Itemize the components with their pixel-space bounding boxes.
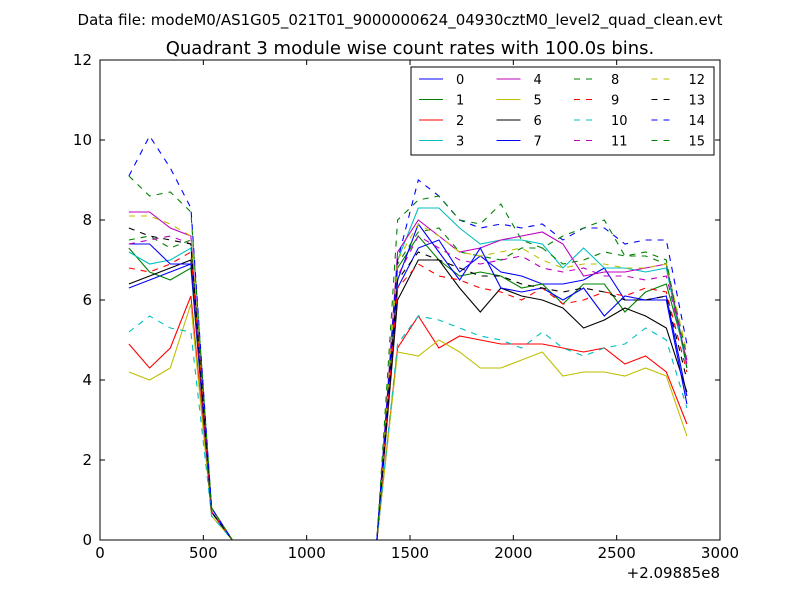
- series-line-15: [128, 175, 688, 541]
- legend-label-3: 3: [456, 135, 464, 150]
- suptitle: Data file: modeM0/AS1G05_021T01_90000006…: [78, 11, 723, 30]
- legend-label-11: 11: [611, 135, 628, 150]
- legend-label-0: 0: [456, 73, 464, 88]
- y-tick-label: 0: [82, 531, 92, 549]
- x-tick-label: 3000: [701, 544, 739, 562]
- legend-label-2: 2: [456, 114, 464, 129]
- legend-label-9: 9: [611, 94, 619, 109]
- legend-label-15: 15: [689, 135, 706, 150]
- legend-label-10: 10: [611, 114, 628, 129]
- legend-label-14: 14: [689, 114, 706, 129]
- x-tick-label: 2500: [598, 544, 636, 562]
- series-line-13: [128, 227, 688, 541]
- series-line-5: [128, 303, 688, 541]
- legend-label-12: 12: [689, 73, 706, 88]
- series-line-9: [128, 251, 688, 541]
- x-tick-label: 500: [189, 544, 218, 562]
- legend-label-5: 5: [534, 94, 542, 109]
- y-tick-label: 2: [82, 451, 92, 469]
- y-tick-label: 4: [82, 371, 92, 389]
- y-tick-label: 8: [82, 211, 92, 229]
- x-axis-offset-label: +2.09885e8: [627, 564, 720, 582]
- legend-label-6: 6: [534, 114, 542, 129]
- y-tick-label: 6: [82, 291, 92, 309]
- chart-title: Quadrant 3 module wise count rates with …: [166, 38, 655, 59]
- legend-label-4: 4: [534, 73, 542, 88]
- series-line-12: [128, 215, 688, 541]
- x-axis: 0 500 1000 1500 2000 2500 3000: [95, 60, 739, 562]
- y-tick-label: 12: [73, 51, 92, 69]
- legend-label-13: 13: [689, 94, 706, 109]
- x-tick-label: 0: [95, 544, 105, 562]
- x-tick-label: 1500: [391, 544, 429, 562]
- legend-label-1: 1: [456, 94, 464, 109]
- legend-label-8: 8: [611, 73, 619, 88]
- x-tick-label: 1000: [288, 544, 326, 562]
- legend-label-7: 7: [534, 135, 542, 150]
- series-line-14: [128, 134, 688, 541]
- x-tick-label: 2000: [494, 544, 532, 562]
- y-tick-label: 10: [73, 131, 92, 149]
